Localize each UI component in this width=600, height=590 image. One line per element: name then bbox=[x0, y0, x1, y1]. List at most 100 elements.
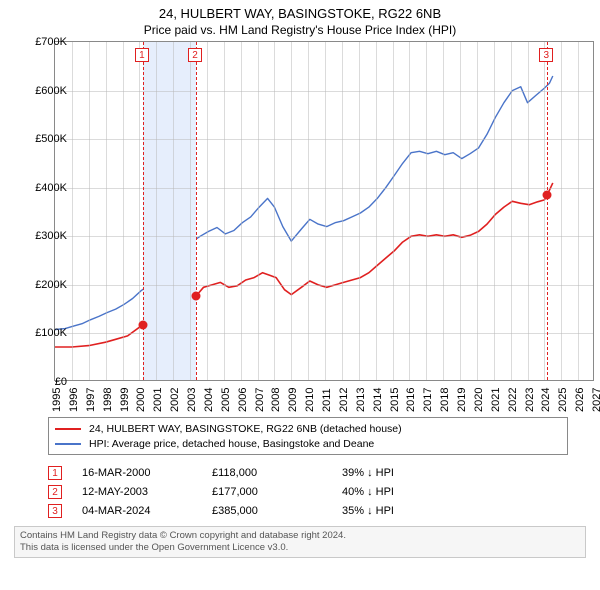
y-axis-tick-label: £400K bbox=[19, 182, 67, 194]
x-axis-tick-label: 2019 bbox=[456, 388, 468, 412]
gridline-v bbox=[207, 42, 208, 380]
gridline-v bbox=[528, 42, 529, 380]
y-axis-tick-label: £300K bbox=[19, 230, 67, 242]
event-date: 16-MAR-2000 bbox=[82, 467, 212, 479]
event-badge: 2 bbox=[188, 48, 202, 62]
x-axis-tick-label: 2027 bbox=[591, 388, 600, 412]
x-axis-tick-label: 2001 bbox=[152, 388, 164, 412]
gridline-v bbox=[409, 42, 410, 380]
gridline-h bbox=[55, 188, 593, 189]
x-axis-tick-label: 1998 bbox=[102, 388, 114, 412]
x-axis-tick-label: 2020 bbox=[473, 388, 485, 412]
x-axis-tick-label: 2000 bbox=[135, 388, 147, 412]
x-axis-tick-label: 2009 bbox=[287, 388, 299, 412]
gridline-h bbox=[55, 285, 593, 286]
event-delta: 35% ↓ HPI bbox=[342, 505, 452, 517]
chart: £0£100K£200K£300K£400K£500K£600K£700K199… bbox=[36, 41, 596, 411]
y-axis-tick-label: £600K bbox=[19, 85, 67, 97]
page-subtitle: Price paid vs. HM Land Registry's House … bbox=[0, 21, 600, 41]
x-axis-tick-label: 2011 bbox=[321, 388, 333, 412]
gridline-v bbox=[139, 42, 140, 380]
x-axis-tick-label: 1997 bbox=[85, 388, 97, 412]
gridline-v bbox=[89, 42, 90, 380]
legend-item: 24, HULBERT WAY, BASINGSTOKE, RG22 6NB (… bbox=[55, 421, 561, 436]
gridline-v bbox=[494, 42, 495, 380]
event-row-badge: 1 bbox=[48, 466, 62, 480]
x-axis-tick-label: 2010 bbox=[304, 388, 316, 412]
x-axis-tick-label: 2013 bbox=[355, 388, 367, 412]
x-axis-tick-label: 2005 bbox=[220, 388, 232, 412]
gridline-v bbox=[376, 42, 377, 380]
gridline-v bbox=[460, 42, 461, 380]
gridline-v bbox=[393, 42, 394, 380]
gridline-v bbox=[241, 42, 242, 380]
gridline-v bbox=[72, 42, 73, 380]
chart-shaded-band bbox=[143, 42, 196, 380]
gridline-v bbox=[443, 42, 444, 380]
gridline-v bbox=[173, 42, 174, 380]
gridline-h bbox=[55, 333, 593, 334]
event-delta: 40% ↓ HPI bbox=[342, 486, 452, 498]
x-axis-tick-label: 2015 bbox=[389, 388, 401, 412]
y-axis-tick-label: £200K bbox=[19, 279, 67, 291]
x-axis-tick-label: 2022 bbox=[507, 388, 519, 412]
credits: Contains HM Land Registry data © Crown c… bbox=[14, 526, 586, 558]
credits-line: This data is licensed under the Open Gov… bbox=[20, 542, 580, 554]
legend: 24, HULBERT WAY, BASINGSTOKE, RG22 6NB (… bbox=[48, 417, 568, 455]
event-marker bbox=[543, 191, 552, 200]
x-axis-tick-label: 2016 bbox=[405, 388, 417, 412]
event-vline bbox=[547, 42, 548, 380]
legend-swatch bbox=[55, 443, 81, 445]
event-price: £385,000 bbox=[212, 505, 342, 517]
gridline-v bbox=[190, 42, 191, 380]
x-axis-tick-label: 1999 bbox=[119, 388, 131, 412]
event-row: 3 04-MAR-2024£385,00035% ↓ HPI bbox=[48, 501, 568, 520]
legend-label: 24, HULBERT WAY, BASINGSTOKE, RG22 6NB (… bbox=[89, 423, 402, 435]
event-row: 116-MAR-2000£118,00039% ↓ HPI bbox=[48, 463, 568, 482]
gridline-v bbox=[342, 42, 343, 380]
gridline-v bbox=[156, 42, 157, 380]
gridline-v bbox=[426, 42, 427, 380]
x-axis-tick-label: 1995 bbox=[51, 388, 63, 412]
gridline-v bbox=[258, 42, 259, 380]
legend-item: HPI: Average price, detached house, Basi… bbox=[55, 436, 561, 451]
gridline-v bbox=[224, 42, 225, 380]
gridline-v bbox=[123, 42, 124, 380]
x-axis-tick-label: 2002 bbox=[169, 388, 181, 412]
x-axis-tick-label: 2007 bbox=[254, 388, 266, 412]
x-axis-tick-label: 2012 bbox=[338, 388, 350, 412]
gridline-v bbox=[308, 42, 309, 380]
gridline-v bbox=[544, 42, 545, 380]
event-row-badge: 2 bbox=[48, 485, 62, 499]
gridline-v bbox=[477, 42, 478, 380]
event-marker bbox=[138, 320, 147, 329]
y-axis-tick-label: £500K bbox=[19, 133, 67, 145]
gridline-v bbox=[106, 42, 107, 380]
event-row-badge: 3 bbox=[48, 504, 62, 518]
gridline-h bbox=[55, 139, 593, 140]
event-vline bbox=[143, 42, 144, 380]
event-date: 12-MAY-2003 bbox=[82, 486, 212, 498]
gridline-v bbox=[578, 42, 579, 380]
x-axis-tick-label: 2024 bbox=[540, 388, 552, 412]
gridline-v bbox=[325, 42, 326, 380]
event-price: £177,000 bbox=[212, 486, 342, 498]
x-axis-tick-label: 2018 bbox=[439, 388, 451, 412]
gridline-v bbox=[291, 42, 292, 380]
y-axis-tick-label: £700K bbox=[19, 36, 67, 48]
x-axis-tick-label: 2023 bbox=[524, 388, 536, 412]
credits-line: Contains HM Land Registry data © Crown c… bbox=[20, 530, 580, 542]
x-axis-tick-label: 2004 bbox=[203, 388, 215, 412]
gridline-h bbox=[55, 236, 593, 237]
events-table: 116-MAR-2000£118,00039% ↓ HPI212-MAY-200… bbox=[48, 463, 568, 520]
x-axis-tick-label: 2006 bbox=[237, 388, 249, 412]
event-date: 04-MAR-2024 bbox=[82, 505, 212, 517]
x-axis-tick-label: 2021 bbox=[490, 388, 502, 412]
event-delta: 39% ↓ HPI bbox=[342, 467, 452, 479]
event-badge: 3 bbox=[539, 48, 553, 62]
event-row: 2 12-MAY-2003£177,00040% ↓ HPI bbox=[48, 482, 568, 501]
page-title: 24, HULBERT WAY, BASINGSTOKE, RG22 6NB bbox=[0, 0, 600, 21]
x-axis-tick-label: 2026 bbox=[574, 388, 586, 412]
gridline-v bbox=[274, 42, 275, 380]
gridline-v bbox=[511, 42, 512, 380]
